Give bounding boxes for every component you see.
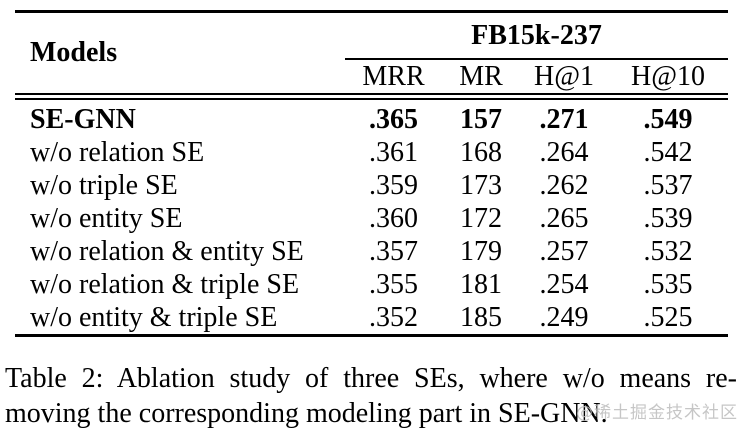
model-name-cell: w/o entity & triple SE xyxy=(30,301,278,333)
metric-header-mrr: MRR xyxy=(345,59,442,100)
model-name-cell: w/o entity SE xyxy=(30,202,183,234)
mr-cell: 157 xyxy=(460,103,502,135)
table-row: SE-GNN .365 157 .271 .549 xyxy=(15,97,728,137)
mrr-cell: .365 xyxy=(369,103,418,135)
caption-line-2: moving the corresponding modeling part i… xyxy=(5,398,608,429)
h10-cell: .542 xyxy=(643,136,693,168)
mr-cell: 179 xyxy=(460,235,502,267)
ablation-table: Models FB15k-237 MRR MR H@1 H@10 SE-GNN … xyxy=(15,10,728,337)
dataset-header: FB15k-237 xyxy=(345,11,728,60)
h10-cell: .535 xyxy=(643,268,693,300)
table-row: w/o triple SE .359 173 .262 .537 xyxy=(15,169,728,202)
model-name-cell: w/o relation & entity SE xyxy=(30,235,304,267)
h1-cell: .257 xyxy=(539,235,589,267)
mr-cell: 181 xyxy=(460,268,502,300)
table-row: w/o entity & triple SE .352 185 .249 .52… xyxy=(15,301,728,336)
h1-cell: .249 xyxy=(539,301,589,333)
model-name-cell: w/o triple SE xyxy=(30,169,178,201)
model-name-cell: SE-GNN xyxy=(30,103,136,135)
mrr-cell: .352 xyxy=(369,301,418,333)
h1-cell: .265 xyxy=(539,202,589,234)
h10-cell: .525 xyxy=(643,301,693,333)
metric-header-h1: H@1 xyxy=(520,59,608,100)
mr-cell: 173 xyxy=(460,169,502,201)
models-column-header: Models xyxy=(15,11,345,100)
metric-header-h10: H@10 xyxy=(608,59,728,100)
mr-cell: 172 xyxy=(460,202,502,234)
table-row: w/o relation SE .361 168 .264 .542 xyxy=(15,136,728,169)
model-name-cell: w/o relation SE xyxy=(30,136,205,168)
table-row: w/o relation & triple SE .355 181 .254 .… xyxy=(15,268,728,301)
table-row: w/o relation & entity SE .357 179 .257 .… xyxy=(15,235,728,268)
table-header-dataset-row: Models FB15k-237 xyxy=(15,11,728,100)
mrr-cell: .361 xyxy=(369,136,418,168)
table-header-metrics-row: MRR MR H@1 H@10 xyxy=(15,59,728,100)
h10-cell: .539 xyxy=(643,202,693,234)
mr-cell: 185 xyxy=(460,301,502,333)
mrr-cell: .355 xyxy=(369,268,418,300)
table-caption: Table 2: Ablation study of three SEs, wh… xyxy=(5,361,737,431)
h1-cell: .262 xyxy=(539,169,589,201)
h1-cell: .271 xyxy=(539,103,589,135)
mrr-cell: .360 xyxy=(369,202,418,234)
mrr-cell: .357 xyxy=(369,235,418,267)
mr-cell: 168 xyxy=(460,136,502,168)
h10-cell: .537 xyxy=(643,169,693,201)
mrr-cell: .359 xyxy=(369,169,418,201)
h1-cell: .254 xyxy=(539,268,589,300)
h10-cell: .549 xyxy=(643,103,693,135)
table-row: w/o entity SE .360 172 .265 .539 xyxy=(15,202,728,235)
model-name-cell: w/o relation & triple SE xyxy=(30,268,300,300)
h10-cell: .532 xyxy=(643,235,693,267)
caption-line-1: Table 2: Ablation study of three SEs, wh… xyxy=(5,363,737,394)
metric-header-mr: MR xyxy=(442,59,520,100)
h1-cell: .264 xyxy=(539,136,589,168)
